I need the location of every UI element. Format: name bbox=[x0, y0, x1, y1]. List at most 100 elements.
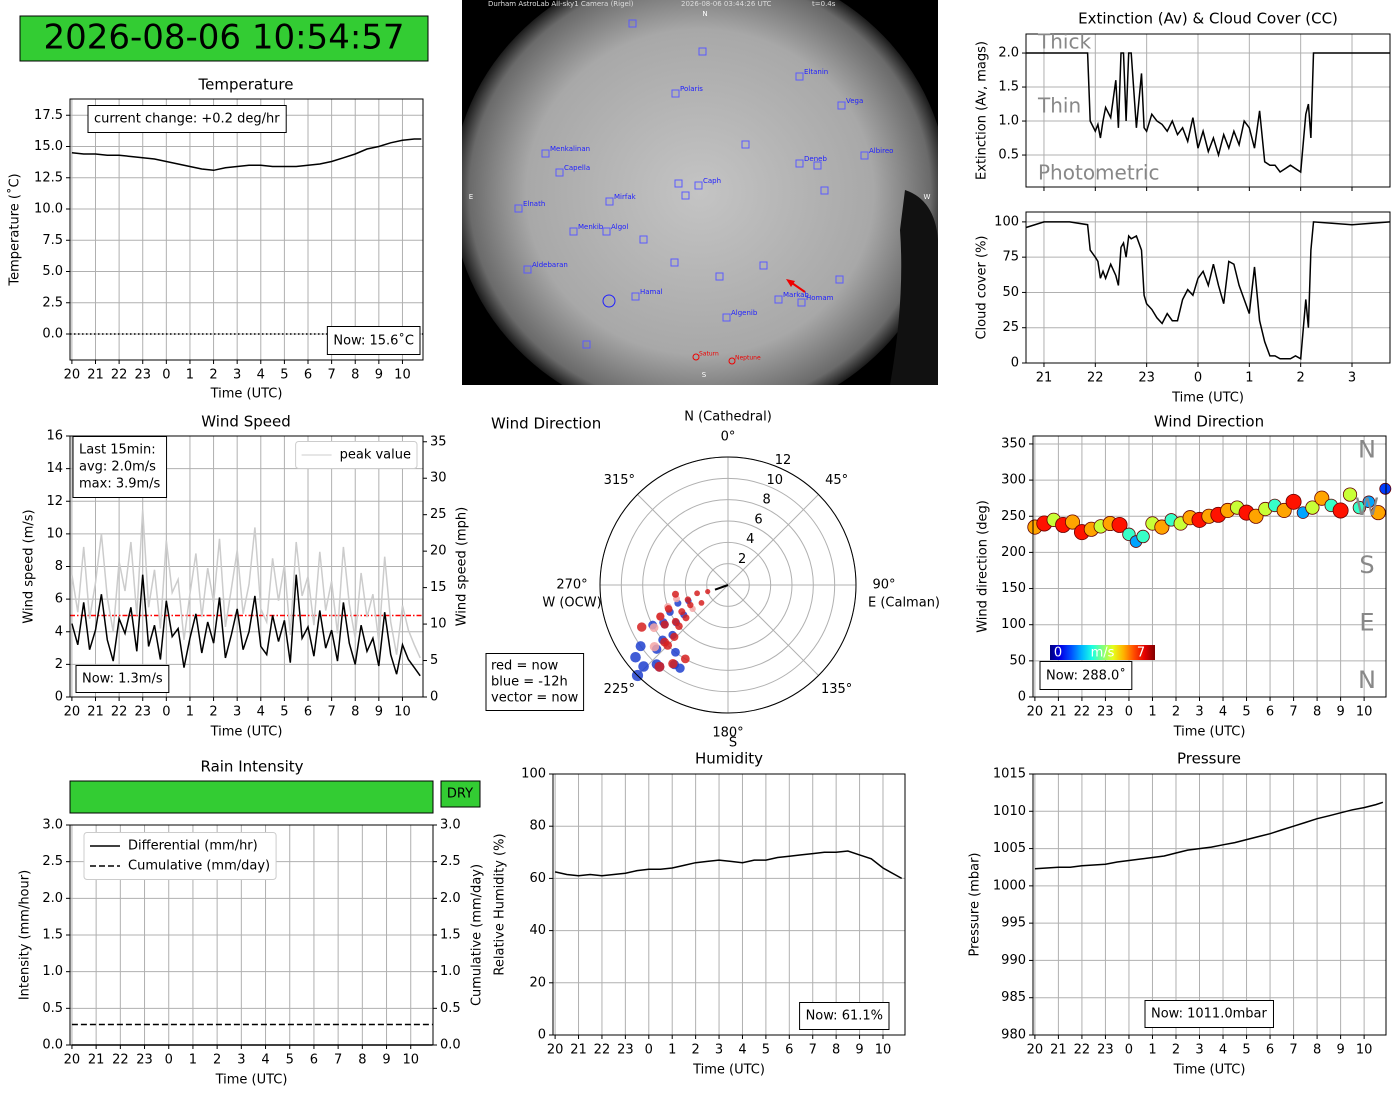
x-tick-label: 0 bbox=[162, 705, 170, 720]
plot-area bbox=[553, 774, 905, 1035]
wind-point bbox=[637, 622, 647, 632]
y2-tick-label: 30 bbox=[430, 471, 447, 486]
r-tick-label: 10 bbox=[767, 473, 784, 488]
y-tick-label: 10 bbox=[46, 526, 63, 541]
x-tick-label: 1 bbox=[186, 368, 194, 383]
unlabelled-stars bbox=[582, 19, 844, 349]
annotation: Now: 1.3m/s bbox=[82, 672, 163, 687]
sky-header: Durham AstroLab All-sky1 Camera (Rigel) bbox=[488, 0, 634, 8]
chart-title: Wind Direction bbox=[1154, 413, 1264, 431]
wind-point bbox=[649, 642, 660, 652]
annotation: Now: 1011.0mbar bbox=[1151, 1007, 1267, 1022]
chart-title: Rain Intensity bbox=[200, 758, 303, 776]
x-tick-label: 8 bbox=[358, 1053, 366, 1068]
x-tick-label: 5 bbox=[1242, 705, 1250, 720]
y-tick-label: 20 bbox=[529, 975, 546, 990]
x-tick-label: 9 bbox=[1336, 1043, 1344, 1058]
compass-label: N bbox=[1358, 436, 1376, 464]
x-tick-label: 23 bbox=[617, 1043, 634, 1058]
star-label: Algol bbox=[611, 223, 628, 231]
x-tick-label: 0 bbox=[1194, 371, 1202, 386]
region-label: Photometric bbox=[1038, 161, 1159, 185]
wind-point bbox=[654, 661, 665, 672]
star-marker bbox=[795, 72, 804, 81]
star-label: Albireo bbox=[869, 147, 893, 155]
x-tick-label: 22 bbox=[1074, 705, 1091, 720]
star-label: Deneb bbox=[804, 155, 827, 163]
x-tick-label: 4 bbox=[1219, 1043, 1227, 1058]
wind-point bbox=[670, 632, 679, 641]
annotation-box bbox=[1144, 1000, 1274, 1028]
x-tick-label: 22 bbox=[1087, 371, 1104, 386]
x-tick-label: 21 bbox=[1036, 371, 1053, 386]
x-tick-label: 8 bbox=[832, 1043, 840, 1058]
x-tick-label: 20 bbox=[64, 1053, 81, 1068]
y-axis-label: Intensity (mm/hour) bbox=[18, 870, 33, 1000]
wind-point bbox=[1305, 500, 1320, 515]
y-tick-label: 2.0 bbox=[998, 46, 1019, 61]
compass-label: N bbox=[1358, 666, 1376, 694]
colorbar-label: m/s bbox=[1091, 646, 1115, 661]
x-tick-label: 10 bbox=[1356, 705, 1373, 720]
y-tick-label: 300 bbox=[1001, 473, 1026, 488]
y-tick-label: 75 bbox=[1002, 250, 1019, 265]
x-tick-label: 22 bbox=[594, 1043, 611, 1058]
x-tick-label: 20 bbox=[547, 1043, 564, 1058]
wind-point bbox=[1370, 505, 1386, 521]
y2-tick-label: 15 bbox=[430, 580, 447, 595]
theta-tick-label: 315° bbox=[604, 473, 635, 488]
y-tick-label: 1000 bbox=[993, 878, 1026, 893]
x-axis-label: Time (UTC) bbox=[692, 1063, 765, 1078]
chart-title: Extinction (Av) & Cloud Cover (CC) bbox=[1078, 10, 1338, 28]
x-tick-label: 4 bbox=[261, 1053, 269, 1068]
x-tick-label: 7 bbox=[809, 1043, 817, 1058]
x-tick-label: 21 bbox=[1050, 705, 1067, 720]
x-tick-label: 2 bbox=[691, 1043, 699, 1058]
planet-marker bbox=[692, 353, 700, 361]
r-tick-label: 6 bbox=[754, 512, 762, 527]
x-tick-label: 2 bbox=[1172, 1043, 1180, 1058]
wind-point bbox=[694, 590, 700, 597]
region-label: Thin bbox=[1037, 94, 1081, 118]
x-tick-label: 7 bbox=[1289, 1043, 1297, 1058]
y2-axis-label: Wind speed (mph) bbox=[455, 507, 470, 627]
x-tick-label: 21 bbox=[88, 1053, 105, 1068]
y-tick-label: 1.0 bbox=[998, 114, 1019, 129]
x-tick-label: 7 bbox=[327, 368, 335, 383]
sky-direction: S bbox=[702, 371, 707, 379]
compass-label: E bbox=[1359, 608, 1374, 636]
x-tick-label: 7 bbox=[1289, 705, 1297, 720]
data-line bbox=[71, 138, 422, 172]
wind-vector bbox=[714, 584, 729, 591]
x-axis-label: Time (UTC) bbox=[210, 725, 283, 740]
x-axis-label: Time (UTC) bbox=[1173, 1063, 1246, 1078]
r-tick-label: 12 bbox=[775, 453, 792, 468]
annotation-box bbox=[485, 653, 585, 711]
x-tick-label: 3 bbox=[237, 1053, 245, 1068]
y-tick-label: 0.5 bbox=[42, 1001, 63, 1016]
wind-point bbox=[1136, 529, 1150, 544]
sky-direction: N bbox=[702, 10, 707, 18]
y-tick-label: 350 bbox=[1001, 436, 1026, 451]
x-tick-label: 6 bbox=[1266, 1043, 1274, 1058]
status-label: DRY bbox=[447, 787, 473, 802]
y-tick-label: 150 bbox=[1001, 581, 1026, 596]
status-bar bbox=[69, 780, 434, 814]
y-tick-label: 1.0 bbox=[42, 964, 63, 979]
star-label: Homam bbox=[806, 294, 834, 302]
x-tick-label: 1 bbox=[1148, 705, 1156, 720]
annotation: Last 15min: bbox=[79, 443, 156, 458]
x-tick-label: 0 bbox=[162, 368, 170, 383]
grid-spoke bbox=[637, 494, 729, 586]
x-tick-label: 3 bbox=[1195, 1043, 1203, 1058]
wind-point bbox=[1314, 490, 1330, 506]
y-axis-label: Wind speed (m/s) bbox=[22, 509, 37, 623]
annotation-box bbox=[72, 436, 168, 498]
plot-frame bbox=[1025, 211, 1391, 364]
star-label: Capella bbox=[564, 164, 590, 172]
wind-point bbox=[649, 623, 659, 633]
colorbar bbox=[1050, 645, 1155, 660]
y2-axis-label: Cumulative (mm/day) bbox=[470, 864, 485, 1006]
x-tick-label: 23 bbox=[1138, 371, 1155, 386]
x-tick-label: 9 bbox=[382, 1053, 390, 1068]
